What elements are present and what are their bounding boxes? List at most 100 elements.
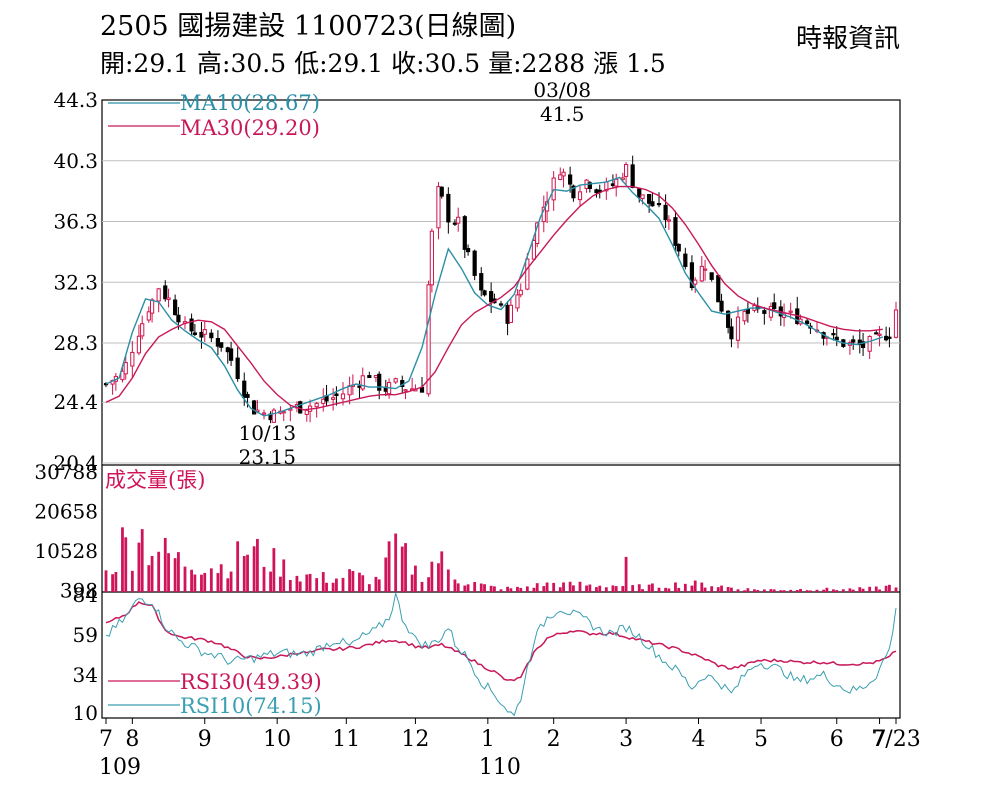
candle-body <box>831 333 836 336</box>
volume-bar <box>124 537 128 592</box>
volume-bar <box>341 577 345 592</box>
candle-body <box>242 380 247 398</box>
candle-body <box>623 164 629 177</box>
volume-bar <box>795 590 799 592</box>
volume-bar <box>861 588 865 592</box>
rsi-tick-label: 84 <box>73 583 98 607</box>
volume-bar <box>377 579 381 592</box>
volume-bar <box>815 589 819 592</box>
volume-bar <box>489 585 493 592</box>
candle-body <box>571 185 576 199</box>
volume-bar <box>256 538 259 592</box>
volume-bar <box>614 586 618 592</box>
candle-body <box>702 268 708 271</box>
volume-bar <box>463 585 467 592</box>
candle-body <box>192 332 197 335</box>
candle-body <box>719 300 724 312</box>
volume-bar <box>545 582 549 592</box>
volume-bar <box>430 561 434 592</box>
high-value-annotation: 41.5 <box>540 102 585 126</box>
volume-bar <box>674 582 677 592</box>
volume-bar <box>848 588 852 592</box>
candle-body <box>745 308 750 314</box>
volume-bar <box>262 566 266 592</box>
volume-panel: 成交量(張) <box>104 468 898 592</box>
candle-body <box>735 316 741 341</box>
volume-bar <box>532 587 536 592</box>
candle-body <box>640 194 645 199</box>
ma10-line <box>105 176 884 417</box>
volume-bar <box>568 581 572 592</box>
x-tick-label: 2 <box>547 727 561 752</box>
candle-body <box>762 310 767 314</box>
volume-bar <box>203 572 207 592</box>
candle-body <box>235 357 240 380</box>
volume-bar <box>631 585 635 592</box>
candle-body <box>884 335 889 341</box>
candle-body <box>525 258 530 290</box>
candle-body <box>393 378 398 383</box>
volume-bar <box>789 589 793 592</box>
volume-bar <box>647 584 651 592</box>
x-tick-label: 1 <box>481 727 495 752</box>
volume-tick-label: 20658 <box>34 499 98 523</box>
volume-bar <box>295 575 299 592</box>
x-tick-label: 12 <box>401 727 429 752</box>
candle-body <box>367 375 372 378</box>
volume-bar <box>321 572 325 592</box>
candle-body <box>531 239 537 260</box>
volume-bar <box>219 564 223 592</box>
volume-bar <box>466 584 470 592</box>
candle-body <box>163 285 168 300</box>
candle-body <box>594 189 599 194</box>
volume-bar <box>394 533 398 592</box>
candle-body <box>805 320 810 325</box>
volume-bar <box>598 585 602 592</box>
rsi-tick-label: 10 <box>73 701 98 725</box>
volume-bar <box>782 590 786 592</box>
volume-bar <box>535 583 539 592</box>
volume-bar <box>325 582 328 592</box>
volume-bar <box>874 586 878 592</box>
volume-bar <box>404 543 407 592</box>
source-label: 時報資訊 <box>795 24 900 54</box>
volume-bar <box>183 566 187 592</box>
x-tick-label: 7/23 <box>871 727 920 752</box>
volume-bar <box>348 569 351 592</box>
volume-bar <box>588 584 592 592</box>
candle-body <box>709 272 714 280</box>
volume-bar <box>121 527 124 592</box>
x-tick-label: 10 <box>263 727 291 752</box>
volume-bar <box>137 542 141 592</box>
volume-bar <box>516 586 519 592</box>
volume-bar <box>358 572 361 592</box>
candle-body <box>867 335 872 352</box>
volume-bar <box>716 587 720 592</box>
rsi10-legend: RSI10(74.15) <box>180 694 322 718</box>
candle-body <box>219 342 224 348</box>
rsi-tick-label: 59 <box>73 623 98 647</box>
volume-tick-label: 10528 <box>34 539 98 563</box>
candle-body <box>656 203 662 206</box>
volume-bar <box>437 563 440 592</box>
y-tick-label: 28.3 <box>53 331 98 355</box>
candle-body <box>439 186 444 197</box>
volume-tick-label: 30788 <box>34 460 98 484</box>
volume-bar <box>552 582 556 592</box>
volume-bar <box>585 585 588 592</box>
volume-bar <box>282 559 286 592</box>
volume-bar <box>832 589 835 592</box>
volume-bar <box>177 552 180 592</box>
volume-bar <box>410 574 414 592</box>
candle-body <box>136 335 142 354</box>
candle-body <box>505 304 510 324</box>
candle-body <box>630 164 635 188</box>
volume-bar <box>446 569 450 592</box>
volume-bar <box>746 588 750 592</box>
volume-tick-label: 398 <box>60 578 98 602</box>
volume-bar <box>420 581 424 592</box>
y-tick-label: 40.3 <box>53 149 98 173</box>
x-tick-label: 11 <box>332 727 360 752</box>
candle-body <box>860 341 866 348</box>
